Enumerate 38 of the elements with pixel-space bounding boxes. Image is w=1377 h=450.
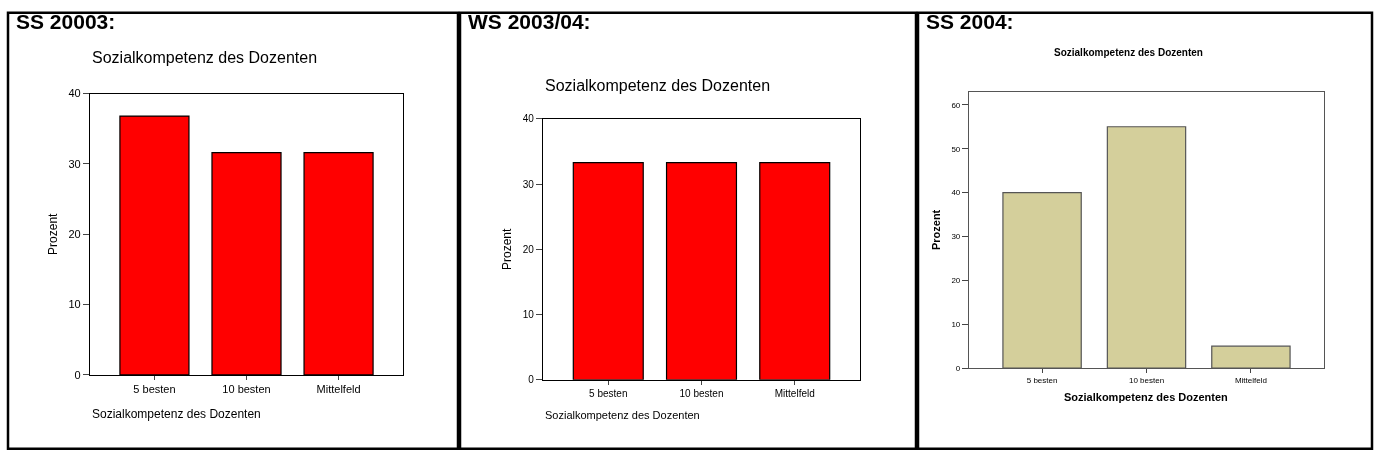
y-axis-title: Prozent <box>45 212 60 255</box>
x-tick-label: 5 besten <box>589 387 628 399</box>
y-tick-label: 40 <box>68 87 81 100</box>
x-axis-title: Sozialkompetenz des Dozenten <box>92 407 261 421</box>
y-tick-label: 0 <box>528 374 535 386</box>
y-tick-label: 20 <box>522 243 535 255</box>
y-axis-title: Prozent <box>930 209 943 251</box>
y-tick-label: 20 <box>68 228 81 241</box>
x-tick-label: 5 besten <box>1026 375 1058 385</box>
y-tick-label: 30 <box>951 232 961 242</box>
y-tick-label: 10 <box>68 298 81 311</box>
chart-title: SS 20003: <box>16 10 116 33</box>
y-tick-label: 40 <box>951 188 961 198</box>
x-tick-label: 5 besten <box>133 383 176 396</box>
y-tick-label: 10 <box>522 309 535 321</box>
y-tick-label: 60 <box>951 100 961 110</box>
y-tick-label: 50 <box>951 144 961 154</box>
chart-title: WS 2003/04: <box>468 10 591 33</box>
chart-title: SS 2004: <box>926 10 1014 33</box>
y-axis-title: Prozent <box>500 227 515 271</box>
x-axis-title: Sozialkompetenz des Dozenten <box>545 409 700 421</box>
x-tick-label: 10 besten <box>1128 375 1165 385</box>
chart-subtitle: Sozialkompetenz des Dozenten <box>1054 47 1203 58</box>
y-tick-label: 40 <box>522 113 535 125</box>
y-tick-label: 20 <box>951 276 961 286</box>
x-tick-label: 10 besten <box>222 383 271 396</box>
x-tick-label: Mittelfeld <box>774 387 815 399</box>
x-tick-label: 10 besten <box>679 387 724 399</box>
y-tick-label: 10 <box>951 320 961 329</box>
y-tick-label: 0 <box>955 363 961 373</box>
y-tick-label: 0 <box>74 368 81 381</box>
x-tick-label: Mittelfeld <box>316 383 361 396</box>
y-tick-label: 30 <box>68 157 81 170</box>
chart-subtitle: Sozialkompetenz des Dozenten <box>545 77 771 94</box>
chart-subtitle: Sozialkompetenz des Dozenten <box>92 49 318 66</box>
x-axis-title: Sozialkompetenz des Dozenten <box>1064 391 1229 403</box>
y-tick-label: 30 <box>522 178 535 190</box>
x-tick-label: Mittelfeld <box>1234 375 1267 385</box>
